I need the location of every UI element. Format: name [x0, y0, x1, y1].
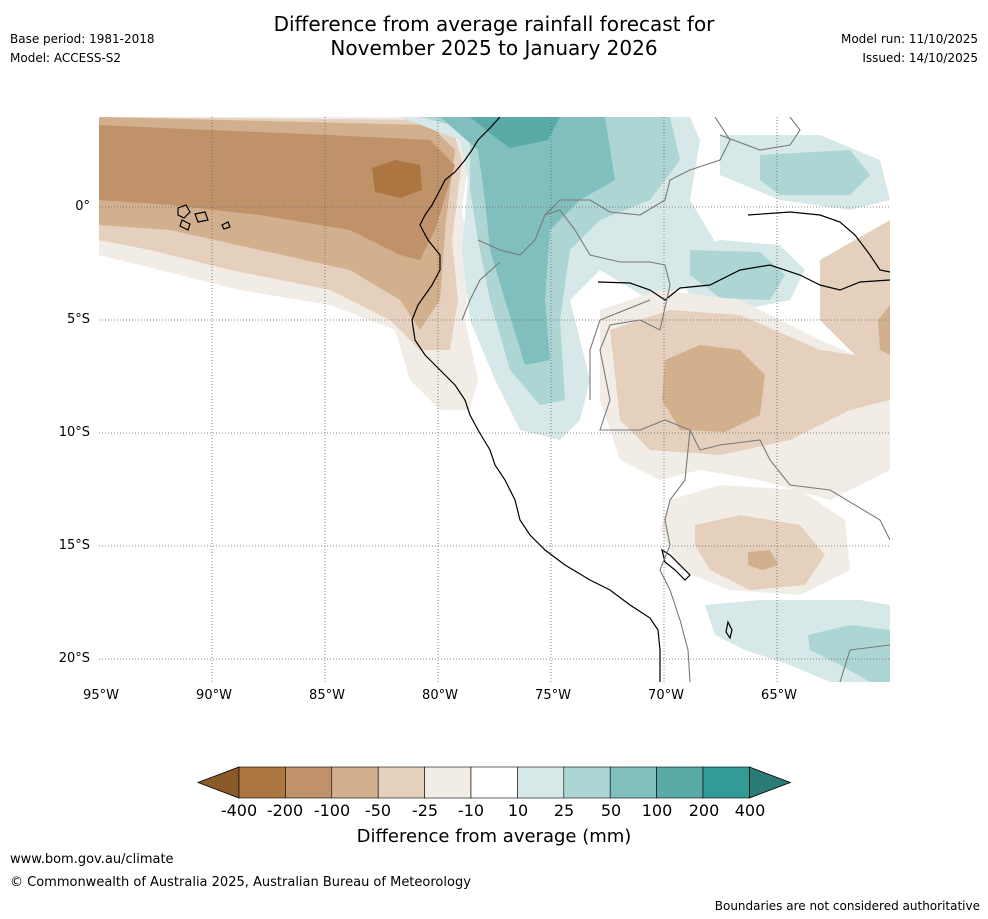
- lat-label: 10°S: [58, 425, 90, 440]
- colorbar-swatch: [517, 766, 565, 799]
- copyright: © Commonwealth of Australia 2025, Austra…: [10, 875, 471, 890]
- colorbar-swatch: [702, 766, 750, 799]
- colorbar-tick: 400: [734, 801, 766, 820]
- title-line-2: November 2025 to January 2026: [330, 36, 658, 60]
- colorbar-tick: -25: [411, 801, 439, 820]
- lon-label: 80°W: [422, 688, 458, 703]
- lat-label: 20°S: [58, 651, 90, 666]
- lon-label: 90°W: [196, 688, 232, 703]
- lon-label: 75°W: [535, 688, 571, 703]
- model-name: Model: ACCESS-S2: [10, 51, 122, 65]
- issued-date: Issued: 14/10/2025: [862, 51, 978, 65]
- lon-label: 65°W: [761, 688, 797, 703]
- colorbar-tick: 200: [688, 801, 720, 820]
- lat-label: 0°: [75, 199, 90, 214]
- source-url: www.bom.gov.au/climate: [10, 852, 174, 867]
- colorbar-tick: 25: [553, 801, 575, 820]
- colorbar-tick: 10: [507, 801, 529, 820]
- colorbar-swatch: [609, 766, 657, 799]
- colorbar-extend-high: [749, 766, 792, 799]
- base-period: Base period: 1981-2018: [10, 32, 155, 46]
- colorbar-tick: -50: [364, 801, 392, 820]
- colorbar: [196, 766, 792, 799]
- colorbar-swatch: [377, 766, 425, 799]
- colorbar-title: Difference from average (mm): [356, 826, 632, 847]
- colorbar-swatch: [656, 766, 704, 799]
- colorbar-swatch: [331, 766, 379, 799]
- colorbar-tick: 50: [600, 801, 622, 820]
- colorbar-extend-low: [196, 766, 240, 799]
- colorbar-swatch: [285, 766, 333, 799]
- colorbar-tick: -10: [457, 801, 485, 820]
- lon-label: 85°W: [309, 688, 345, 703]
- colorbar-swatch: [424, 766, 472, 799]
- lon-label: 95°W: [83, 688, 119, 703]
- model-run: Model run: 11/10/2025: [840, 32, 978, 46]
- lon-label: 70°W: [648, 688, 684, 703]
- colorbar-tick: -200: [266, 801, 304, 820]
- colorbar-tick: -400: [220, 801, 258, 820]
- lat-label: 15°S: [58, 538, 90, 553]
- colorbar-tick: 100: [641, 801, 673, 820]
- colorbar-swatch: [470, 766, 518, 799]
- coastline: [177, 117, 890, 682]
- map-title: Difference from average rainfall forecas…: [0, 12, 988, 60]
- country-borders: [461, 117, 890, 682]
- colorbar-swatch: [238, 766, 286, 799]
- colorbar-swatch: [563, 766, 611, 799]
- graticule: [99, 117, 890, 682]
- title-line-1: Difference from average rainfall forecas…: [273, 12, 715, 36]
- lat-label: 5°S: [66, 312, 90, 327]
- rainfall-shading: [99, 117, 890, 682]
- boundary-disclaimer: Boundaries are not considered authoritat…: [714, 899, 980, 913]
- colorbar-tick: -100: [313, 801, 351, 820]
